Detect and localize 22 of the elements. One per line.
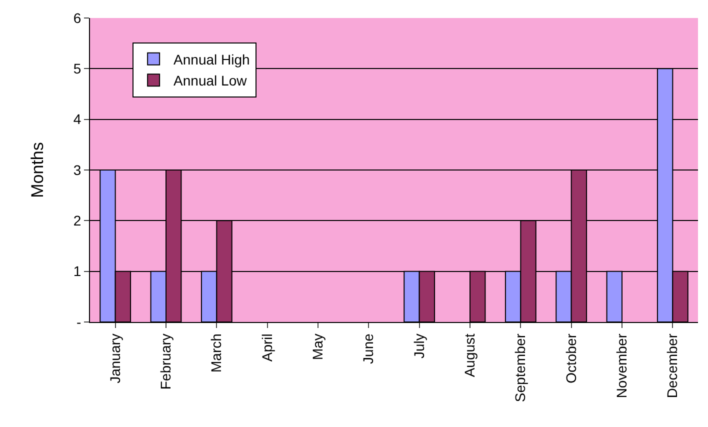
- legend-label: Annual Low: [174, 72, 248, 89]
- y-tick-label: 1: [73, 263, 82, 280]
- x-tick-label: February: [158, 334, 174, 390]
- x-tick-label: May: [310, 334, 326, 360]
- x-tick-label: January: [106, 334, 123, 384]
- x-tick-label: April: [258, 334, 275, 362]
- x-tick-label: August: [462, 333, 478, 378]
- y-tick-label: 5: [73, 60, 82, 77]
- x-tick-label: September: [512, 333, 528, 402]
- legend-label: Annual High: [174, 51, 250, 68]
- x-tick-label: July: [410, 334, 427, 359]
- x-tick-label: December: [664, 333, 680, 398]
- x-tick-label: November: [614, 333, 630, 398]
- y-tick-label: -: [76, 314, 82, 330]
- y-tick-label: 2: [73, 212, 82, 229]
- y-tick-label: 6: [73, 10, 82, 26]
- y-tick-label: 4: [73, 111, 82, 128]
- x-tick-label: March: [208, 334, 224, 373]
- y-tick-label: 3: [73, 162, 82, 178]
- y-axis-title: Months: [28, 142, 47, 198]
- x-tick-label: October: [562, 333, 579, 384]
- x-tick-label: June: [360, 333, 376, 364]
